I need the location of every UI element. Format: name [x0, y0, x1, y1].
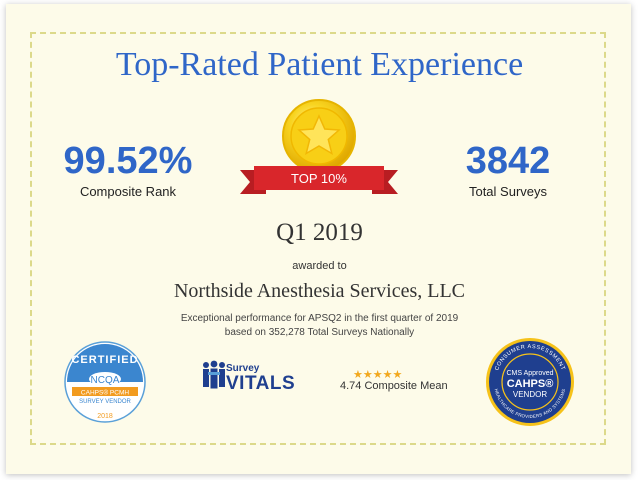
composite-rank-label: Composite Rank: [79, 184, 177, 199]
gold-medal-icon: TOP 10%: [240, 99, 398, 194]
description-line-2: based on 352,278 Total Surveys Nationall…: [224, 327, 415, 338]
rating-stars-icon: ★★★★★: [353, 369, 403, 381]
ncqa-name-text: NCQA: [91, 375, 120, 386]
cahps-vendor-badge: CONSUMER ASSESSMENT HEALTHCARE PROVIDERS…: [486, 338, 574, 426]
description-line-1: Exceptional performance for APSQ2 in the…: [180, 313, 459, 324]
composite-rank-value: 99.52%: [63, 140, 193, 182]
survey-vitals-survey-text: Survey: [226, 363, 260, 374]
total-surveys-value: 3842: [465, 140, 551, 182]
cahps-vendor-text: VENDOR: [513, 390, 547, 399]
survey-vitals-logo: Survey VITALS: [226, 364, 295, 394]
ncqa-year-text: 2018: [97, 413, 113, 420]
total-surveys-label: Total Surveys: [468, 184, 548, 199]
survey-vitals-people-icon: [203, 360, 225, 389]
ncqa-pcmh-text: CAHPS® PCMH: [81, 389, 129, 397]
certificate-title: Top-Rated Patient Experience: [115, 46, 524, 83]
top-ten-ribbon: TOP 10%: [291, 171, 347, 186]
survey-vitals-vitals-text: VITALS: [226, 373, 296, 394]
cahps-name-text: CAHPS®: [507, 378, 554, 390]
ncqa-certified-badge: CERTIFIED NCQA CAHPS® PCMH SURVEY VENDOR…: [64, 341, 146, 423]
cahps-cms-text: CMS Approved: [506, 370, 553, 377]
ncqa-vendor-text: SURVEY VENDOR: [79, 399, 131, 405]
awarded-to-label: awarded to: [292, 260, 347, 272]
award-quarter: Q1 2019: [276, 219, 363, 246]
composite-mean-text: 4.74 Composite Mean: [340, 380, 448, 392]
certificate-border: [30, 32, 606, 445]
ncqa-certified-text: CERTIFIED: [71, 354, 138, 366]
organization-name: Northside Anesthesia Services, LLC: [173, 280, 466, 302]
